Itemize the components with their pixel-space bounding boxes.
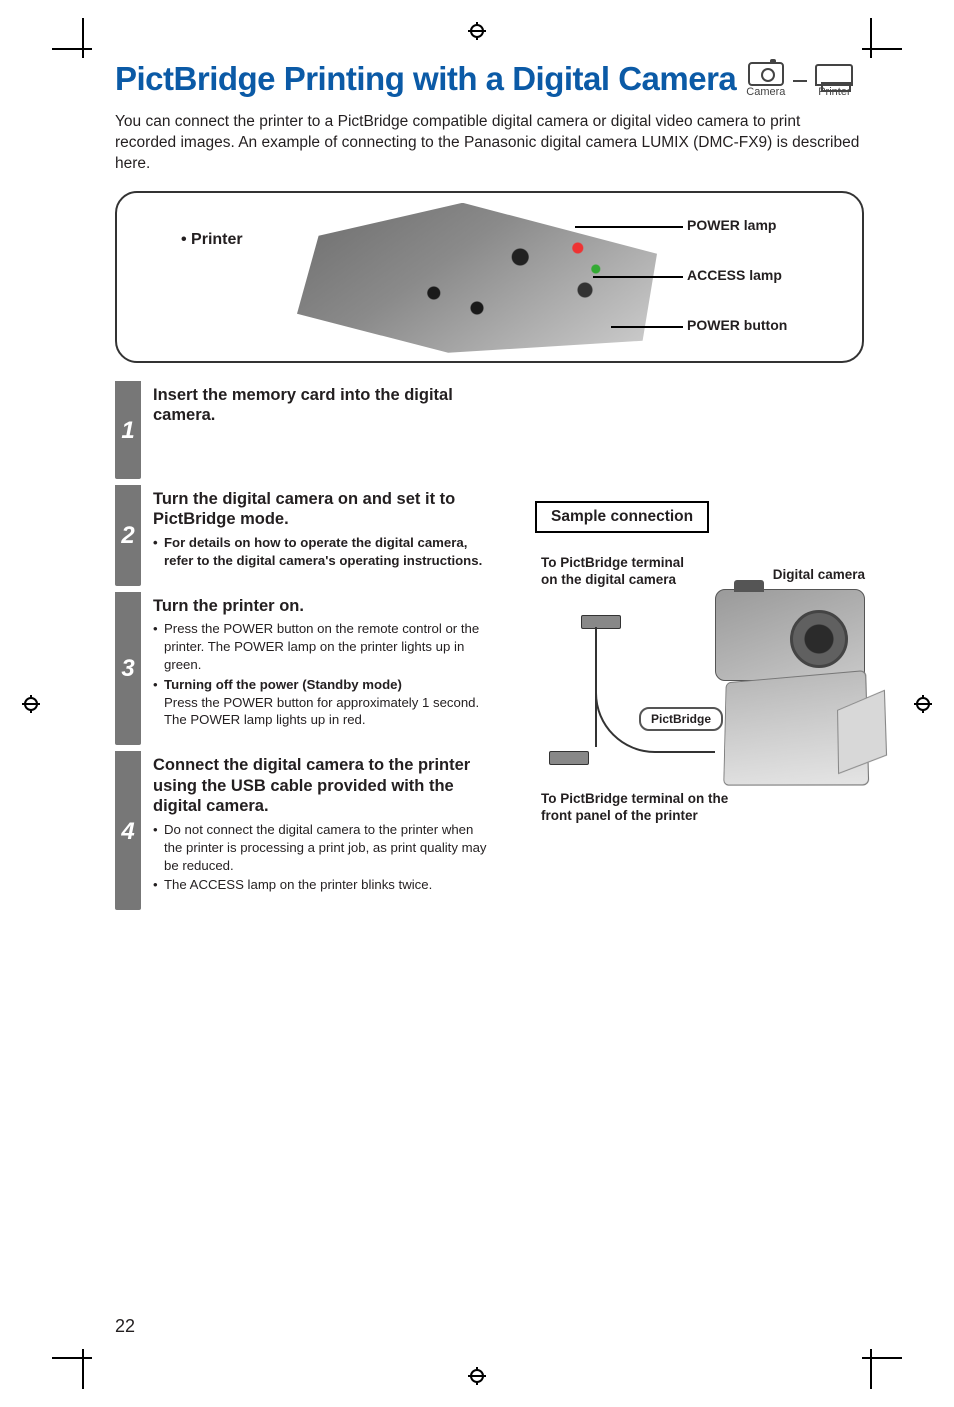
step-bullet: Turning off the power (Standby mode) Pre… xyxy=(153,676,493,729)
step-heading: Connect the digital camera to the printe… xyxy=(153,755,493,817)
callout-access-lamp: ACCESS lamp xyxy=(687,267,782,283)
step-heading: Turn the digital camera on and set it to… xyxy=(153,489,493,530)
page-number: 22 xyxy=(115,1316,135,1337)
callout-label: POWER button xyxy=(687,317,787,333)
step-bullet-text: Press the POWER button for approximately… xyxy=(164,695,479,728)
title-row: PictBridge Printing with a Digital Camer… xyxy=(115,60,864,98)
printer-icon xyxy=(815,64,853,86)
registration-mark xyxy=(468,1367,486,1385)
step-bullet: For details on how to operate the digita… xyxy=(153,534,493,570)
step-number: 4 xyxy=(115,753,141,910)
step-heading: Turn the printer on. xyxy=(153,596,493,617)
printer-label: • Printer xyxy=(181,231,243,249)
connection-diagram: To PictBridge terminal on the digital ca… xyxy=(535,555,875,855)
page: PictBridge Printing with a Digital Camer… xyxy=(0,0,954,1407)
camera-icon-label: Camera xyxy=(746,86,785,98)
intro-text: You can connect the printer to a PictBri… xyxy=(115,112,864,175)
step-1: 1 Insert the memory card into the digita… xyxy=(115,383,864,479)
to-pictbridge-camera-label: To PictBridge terminal on the digital ca… xyxy=(541,555,691,589)
callout-power-button: POWER button xyxy=(687,317,787,333)
link-line-icon xyxy=(793,80,807,82)
step-heading: Insert the memory card into the digital … xyxy=(153,385,493,426)
usb-connector-icon xyxy=(549,751,589,765)
to-pictbridge-printer-label: To PictBridge terminal on the front pane… xyxy=(541,791,761,825)
step-bullet-lead: Turning off the power (Standby mode) xyxy=(164,677,402,692)
crop-mark xyxy=(52,1329,112,1389)
step-bullet: Press the POWER button on the remote con… xyxy=(153,620,493,673)
camera-icon xyxy=(748,62,784,86)
step-number: 2 xyxy=(115,487,141,586)
crop-mark xyxy=(52,18,112,78)
registration-mark xyxy=(22,695,40,713)
registration-mark xyxy=(914,695,932,713)
printer-diagram-box: • Printer POWER lamp ACCESS lamp POWER b… xyxy=(115,191,864,363)
title-icons: Camera Printer xyxy=(746,62,853,98)
digital-camera-illustration xyxy=(715,589,865,681)
step-bullet: Do not connect the digital camera to the… xyxy=(153,821,493,874)
callout-power-lamp: POWER lamp xyxy=(687,217,776,233)
printer-icon-box: Printer xyxy=(815,64,853,98)
camera-icon-box: Camera xyxy=(746,62,785,98)
callout-label: POWER lamp xyxy=(687,217,776,233)
digital-camera-label: Digital camera xyxy=(773,567,865,584)
crop-mark xyxy=(842,1329,902,1389)
right-column: Sample connection To PictBridge terminal… xyxy=(535,501,875,855)
pictbridge-badge: PictBridge xyxy=(639,707,723,731)
page-title: PictBridge Printing with a Digital Camer… xyxy=(115,60,736,98)
step-number: 1 xyxy=(115,383,141,479)
step-bullet: The ACCESS lamp on the printer blinks tw… xyxy=(153,876,493,894)
usb-connector-icon xyxy=(581,615,621,629)
printer-small-illustration xyxy=(723,670,869,786)
callout-label: ACCESS lamp xyxy=(687,267,782,283)
step-number: 3 xyxy=(115,594,141,746)
steps-container: 1 Insert the memory card into the digita… xyxy=(115,383,864,911)
registration-mark xyxy=(468,22,486,40)
sample-connection-box: Sample connection xyxy=(535,501,709,533)
